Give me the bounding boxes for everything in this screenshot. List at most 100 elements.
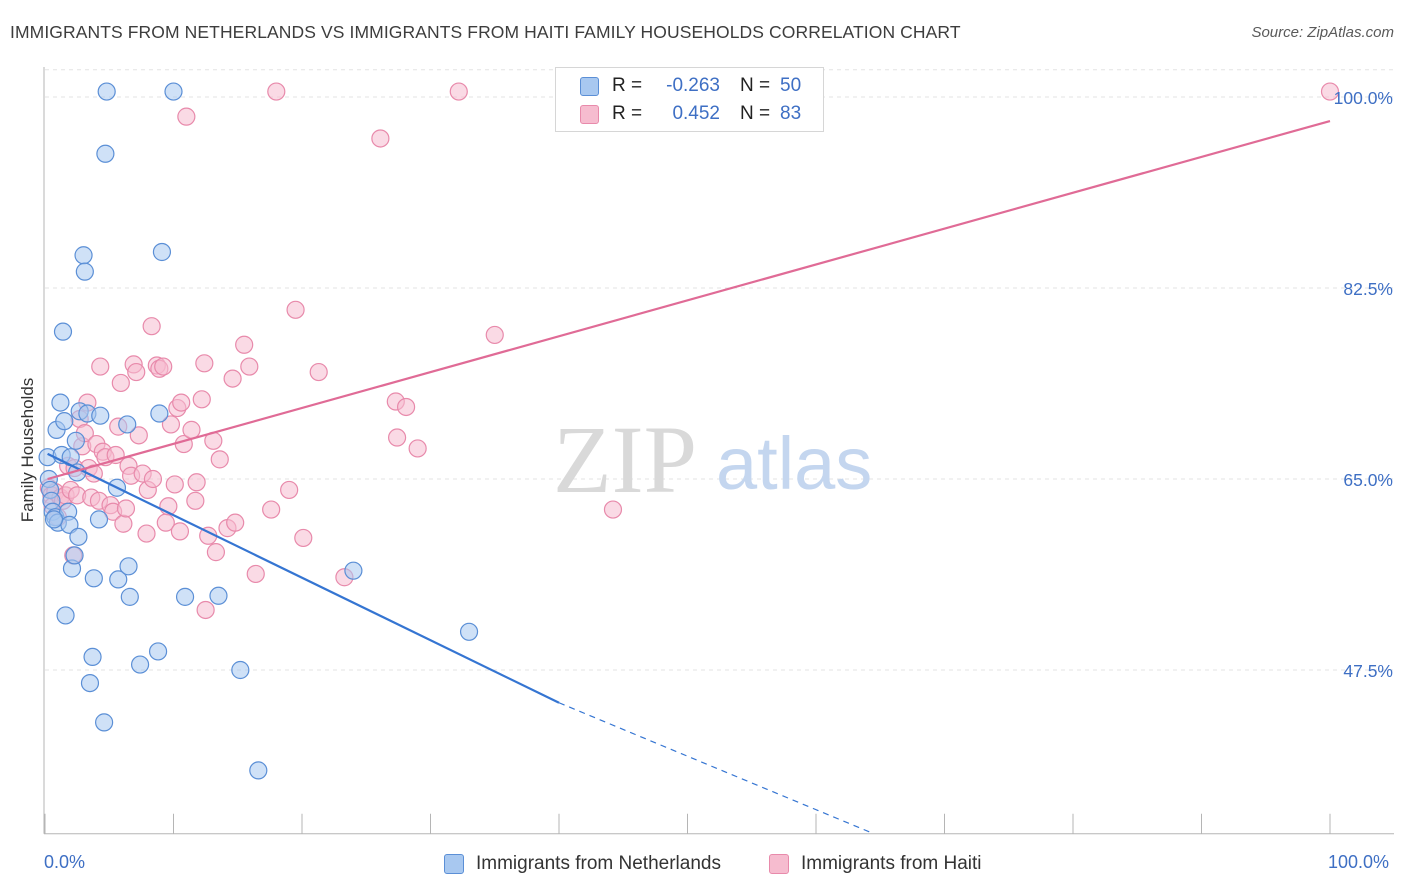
haiti-point: [154, 357, 173, 376]
x-tick-max: 100.0%: [1328, 852, 1390, 872]
haiti-point: [186, 491, 205, 510]
trend-lines: [47, 119, 1331, 835]
netherlands-point: [152, 242, 172, 262]
legend-r-label: R =: [612, 75, 643, 96]
y-axis-label-wrap: Family Households: [16, 300, 40, 600]
haiti-point: [187, 473, 206, 492]
haiti-point: [91, 357, 110, 376]
netherlands-point: [65, 546, 84, 565]
haiti-legend-swatch: [769, 854, 789, 874]
netherlands-trend-extension: [558, 702, 875, 835]
axes: [43, 67, 1394, 835]
haiti-point: [210, 450, 229, 469]
netherlands-point: [75, 262, 94, 281]
stats-legend: R = -0.263 N = 50 R = 0.452 N = 83: [555, 67, 824, 132]
haiti-trend-line: [47, 119, 1331, 481]
netherlands-point: [459, 622, 479, 641]
netherlands-point: [83, 647, 102, 667]
netherlands-point: [55, 412, 74, 431]
legend-row-haiti: R = 0.452 N = 83: [580, 102, 801, 126]
netherlands-point: [175, 587, 195, 606]
netherlands-point: [120, 587, 139, 606]
netherlands-point: [44, 510, 64, 529]
netherlands-point: [56, 606, 75, 625]
x-tick-min: 0.0%: [44, 852, 86, 872]
haiti-point: [170, 522, 190, 541]
legend-n-label: N =: [740, 103, 771, 124]
netherlands-point: [69, 527, 88, 546]
haiti-point: [172, 393, 191, 412]
netherlands-point: [209, 586, 228, 605]
haiti-point: [240, 357, 259, 376]
haiti-point: [137, 524, 156, 543]
haiti-point: [196, 600, 215, 620]
y-axis-label: Family Households: [18, 377, 37, 523]
haiti-point: [485, 325, 504, 345]
netherlands-point: [148, 642, 168, 661]
haiti-point: [223, 369, 242, 388]
netherlands-legend-label: Immigrants from Netherlands: [476, 853, 721, 874]
haiti-point: [177, 107, 196, 126]
watermark: ZIP atlas: [553, 406, 872, 513]
netherlands-point: [231, 660, 250, 680]
haiti-point: [286, 300, 305, 319]
haiti-points: [39, 82, 1340, 620]
haiti-point: [408, 439, 427, 458]
netherlands-point: [97, 82, 116, 101]
haiti-point: [195, 354, 214, 373]
haiti-point: [603, 500, 623, 519]
y-tick-label: 65.0%: [1343, 470, 1393, 490]
netherlands-point: [89, 510, 109, 529]
netherlands-point: [130, 655, 150, 674]
haiti-point: [396, 397, 416, 417]
bottom-legend-netherlands: Immigrants from Netherlands: [444, 851, 721, 877]
haiti-point: [309, 362, 328, 382]
netherlands-point: [109, 570, 128, 589]
haiti-point: [246, 564, 265, 584]
haiti-point: [449, 82, 468, 101]
haiti-point: [165, 475, 184, 494]
netherlands-point: [118, 415, 137, 434]
y-tick-label: 100.0%: [1334, 88, 1393, 108]
haiti-point: [116, 499, 136, 518]
netherlands-point: [150, 404, 169, 423]
netherlands-point: [249, 761, 268, 780]
y-tick-labels: 100.0% 82.5% 65.0% 47.5%: [1334, 88, 1393, 681]
haiti-point: [387, 428, 407, 447]
netherlands-swatch: [580, 76, 599, 96]
haiti-swatch: [580, 104, 599, 124]
watermark-atlas: atlas: [716, 422, 872, 505]
netherlands-point: [53, 322, 73, 341]
haiti-point: [114, 514, 133, 533]
haiti-point: [182, 420, 201, 439]
legend-r-label: R =: [612, 103, 643, 124]
netherlands-point: [344, 561, 363, 580]
haiti-point: [143, 469, 163, 489]
netherlands-point: [91, 406, 110, 425]
haiti-point: [235, 335, 254, 354]
netherlands-points: [38, 82, 479, 780]
haiti-point: [1320, 82, 1340, 101]
bottom-legend-haiti: Immigrants from Haiti: [769, 851, 982, 877]
haiti-point: [371, 129, 390, 148]
haiti-point: [142, 317, 161, 336]
netherlands-point: [51, 393, 70, 412]
haiti-point: [267, 82, 286, 101]
haiti-point: [192, 390, 211, 409]
haiti-point: [206, 543, 226, 562]
legend-n-value: 83: [780, 103, 802, 124]
legend-row-netherlands: R = -0.263 N = 50: [580, 74, 801, 98]
haiti-point: [262, 500, 281, 519]
netherlands-point: [74, 246, 93, 265]
haiti-point: [111, 373, 130, 393]
netherlands-trend-line: [47, 452, 560, 704]
haiti-point: [127, 362, 146, 382]
haiti-point: [294, 528, 313, 548]
haiti-point: [129, 426, 148, 445]
netherlands-point: [66, 431, 85, 450]
source-credit: Source: ZipAtlas.com: [1251, 24, 1394, 41]
y-tick-label: 47.5%: [1343, 661, 1393, 681]
legend-r-value: 0.452: [672, 103, 720, 124]
haiti-legend-label: Immigrants from Haiti: [801, 853, 982, 874]
